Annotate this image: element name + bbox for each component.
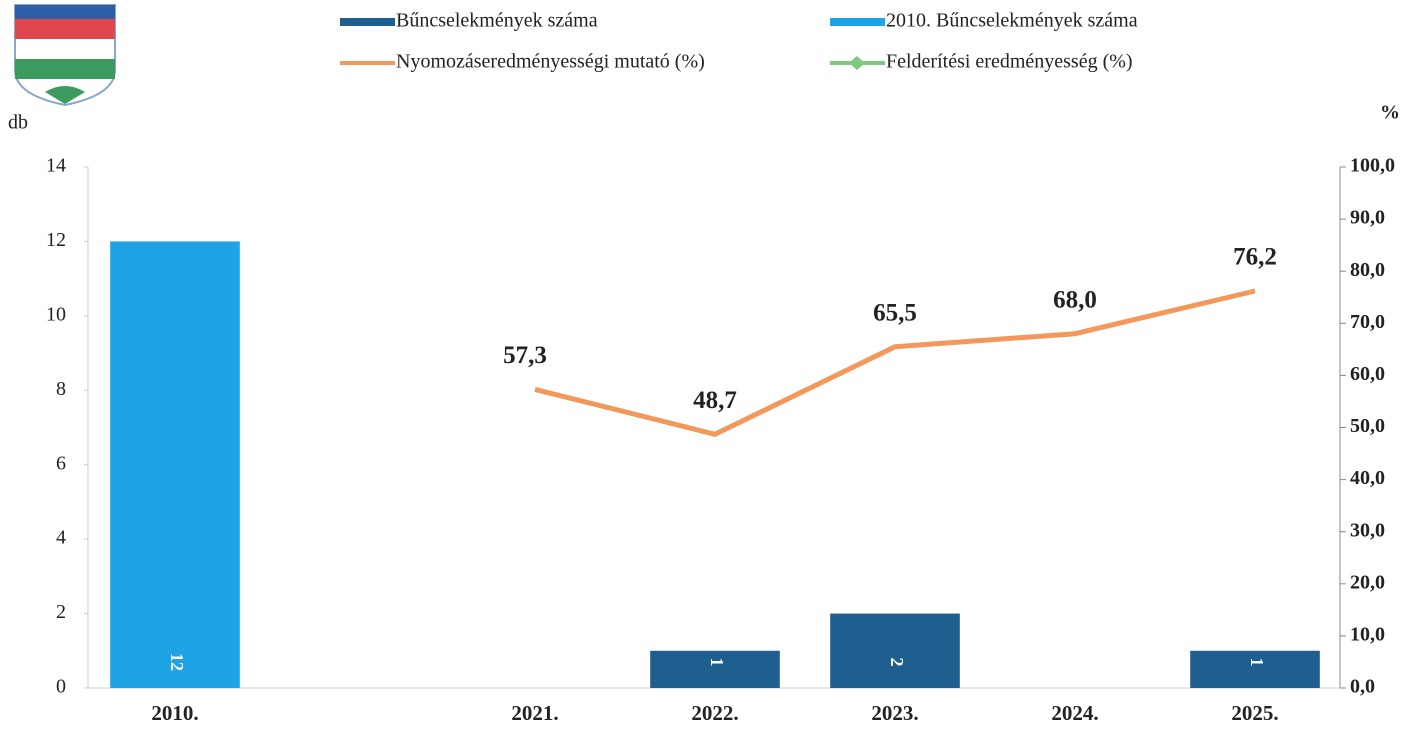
bar [110,241,240,688]
y-tick-label: 12 [46,229,66,251]
y-tick-label: 14 [46,155,66,177]
bar [830,613,960,688]
legend-label: 2010. Bűncselekmények száma [886,10,1138,32]
y2-tick-label: 0,0 [1350,676,1375,698]
logo [14,4,116,107]
legend-item: Bűncselekmények száma [340,10,598,32]
y-tick-label: 2 [56,601,66,623]
x-tick-label: 2024. [1051,701,1098,725]
legend-swatch [340,18,395,26]
y-tick-label: 8 [56,378,66,400]
y2-tick-label: 20,0 [1350,571,1385,593]
y2-tick-label: 40,0 [1350,467,1385,489]
bar-value-label: 2 [887,658,907,667]
legend-label: Bűncselekmények száma [396,10,598,32]
legend-swatch [830,18,885,26]
y2-tick-label: 70,0 [1350,311,1385,333]
legend-item: 2010. Bűncselekmények száma [830,10,1138,32]
data-label: 65,5 [873,299,917,326]
bar-value-label: 1 [707,658,727,667]
y-axis-label: db [8,112,28,134]
y2-tick-label: 30,0 [1350,519,1385,541]
legend-item: Felderítési eredményesség (%) [830,51,1133,73]
bar-value-label: 1 [1247,658,1267,667]
data-label: 57,3 [503,342,547,369]
bar [1190,650,1320,688]
y2-tick-label: 10,0 [1350,623,1385,645]
y2-tick-label: 60,0 [1350,363,1385,385]
line [534,288,1256,437]
y-tick-label: 10 [46,303,66,325]
y-tick-label: 0 [56,676,66,698]
y2-tick-label: 100,0 [1350,155,1395,177]
bar [650,650,780,688]
y2-tick-label: 50,0 [1350,415,1385,437]
legend-label: Felderítési eredményesség (%) [886,51,1133,73]
legend-label: Nyomozáseredményességi mutató (%) [396,51,705,73]
data-label: 76,2 [1233,244,1277,271]
data-label: 68,0 [1053,286,1097,313]
legend-marker [849,56,865,70]
x-tick-label: 2025. [1231,701,1278,725]
y2-axis-label: % [1380,102,1400,124]
x-tick-label: 2010. [151,701,198,725]
y-tick-label: 4 [56,527,66,549]
y-tick-label: 6 [56,452,66,474]
y2-tick-label: 90,0 [1350,207,1385,229]
x-tick-label: 2022. [691,701,738,725]
y2-tick-label: 80,0 [1350,259,1385,281]
bar-value-label: 12 [167,653,187,671]
x-tick-label: 2023. [871,701,918,725]
x-tick-label: 2021. [511,701,558,725]
data-label: 48,7 [693,387,737,414]
legend-item: Nyomozáseredményességi mutató (%) [340,51,705,73]
